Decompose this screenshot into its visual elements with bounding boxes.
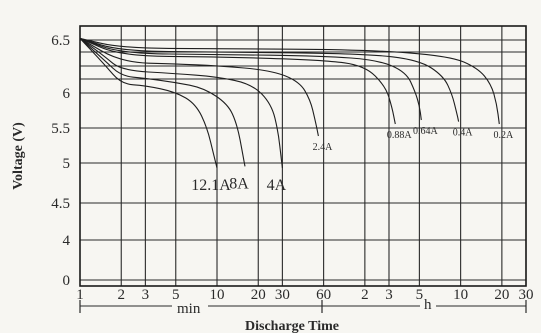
x-tick-label: 20 bbox=[494, 287, 509, 303]
x-tick-label: 3 bbox=[142, 287, 150, 303]
y-tick-label: 6.5 bbox=[51, 33, 70, 49]
x-axis-label: Discharge Time bbox=[245, 319, 339, 333]
plot-frame bbox=[79, 25, 527, 287]
x-tick-label: 20 bbox=[251, 287, 266, 303]
curve-4A bbox=[79, 37, 283, 169]
x-tick-label: 5 bbox=[172, 287, 180, 303]
curve-12_1A bbox=[79, 38, 218, 169]
curve-label: 8A bbox=[229, 175, 249, 192]
curve-0_4A bbox=[79, 37, 460, 122]
y-axis-label: Voltage (V) bbox=[11, 122, 26, 190]
curve-label: 0.64A bbox=[413, 126, 439, 137]
curve-2_4A bbox=[79, 37, 319, 137]
y-tick-label: 4.5 bbox=[51, 196, 70, 212]
x-tick-label: 10 bbox=[453, 287, 468, 303]
curve-0_2A bbox=[79, 37, 500, 125]
curve-8A bbox=[79, 37, 246, 167]
curve-0_64A bbox=[79, 37, 422, 121]
x-tick-label: 2 bbox=[361, 287, 369, 303]
x-unit-hours: h bbox=[424, 297, 432, 313]
curves bbox=[79, 37, 500, 169]
grid bbox=[80, 26, 527, 286]
x-unit-minutes: min bbox=[177, 301, 201, 317]
x-tick-label: 30 bbox=[275, 287, 290, 303]
curve-0_88A bbox=[79, 37, 396, 125]
curve-label: 2.4A bbox=[313, 142, 334, 153]
curve-label: 4A bbox=[267, 177, 287, 194]
x-tick-label: 30 bbox=[519, 287, 534, 303]
y-tick-label: 6 bbox=[63, 86, 71, 102]
curve-label: 0.2A bbox=[493, 130, 514, 141]
labels: 1 2 3 5 10 20 30 60 2 3 5 10 20 306.565.554.54012.1A8… bbox=[51, 33, 533, 303]
curve-label: 12.1A bbox=[191, 177, 231, 194]
x-tick-label: 2 bbox=[117, 287, 125, 303]
x-tick-label: 60 bbox=[316, 287, 331, 303]
y-tick-label: 5 bbox=[63, 156, 71, 172]
curve-label: 0.4A bbox=[453, 128, 474, 139]
y-tick-label: 0 bbox=[63, 273, 71, 289]
x-tick-label: 3 bbox=[385, 287, 393, 303]
x-tick-label: 1 bbox=[76, 287, 84, 303]
x-axis-bracket bbox=[79, 300, 527, 313]
x-tick-label: 5 bbox=[416, 287, 424, 303]
x-tick-label: 10 bbox=[210, 287, 225, 303]
curve-label: 0.88A bbox=[387, 130, 413, 141]
y-tick-label: 5.5 bbox=[51, 121, 70, 137]
y-tick-label: 4 bbox=[63, 233, 71, 249]
